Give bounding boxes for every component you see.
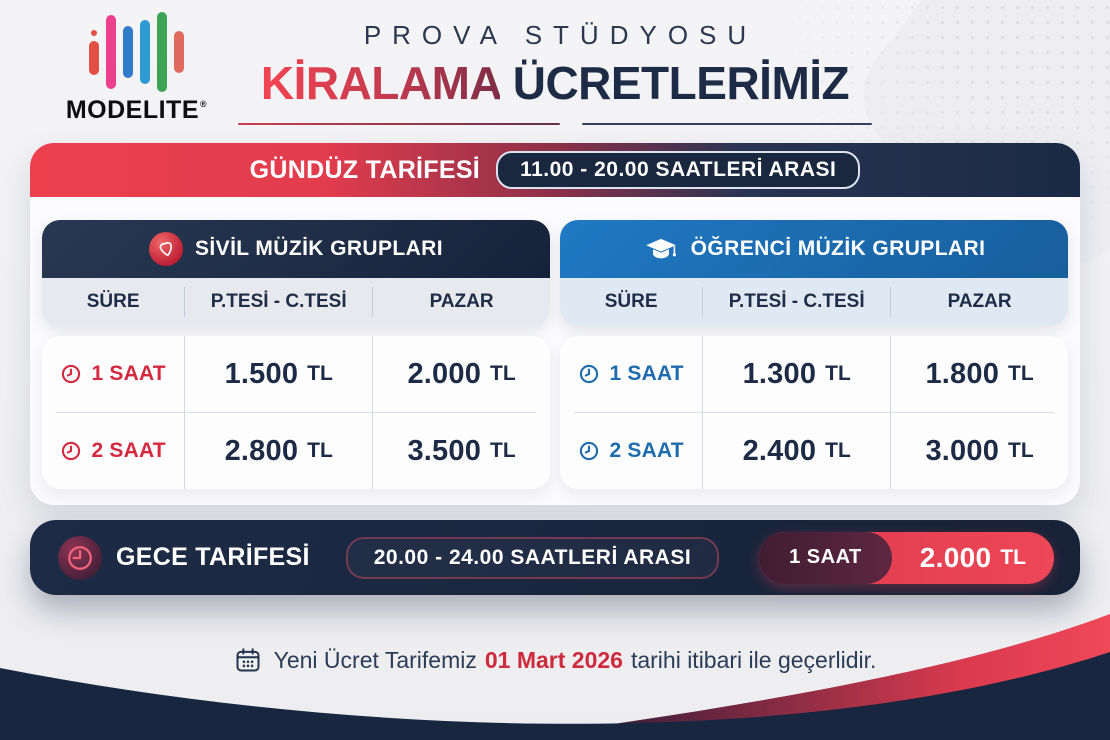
equalizer-bar <box>139 20 150 84</box>
weekday-price-cell: 2.400 TL <box>702 413 890 489</box>
civil-table-title: SİVİL MÜZİK GRUPLARI <box>195 237 443 260</box>
poster-title-block: PROVA STÜDYOSU KİRALAMA ÜCRETLERİMİZ <box>0 20 1110 125</box>
night-tariff-hours-badge: 20.00 - 24.00 SAATLERİ ARASI <box>345 536 720 579</box>
equalizer-bar <box>105 15 116 89</box>
price-value: 2.000 <box>919 541 992 573</box>
note-prefix: Yeni Ücret Tarifemiz <box>273 646 477 673</box>
underline-dark <box>582 123 872 125</box>
poster-subtitle: PROVA STÜDYOSU <box>363 20 758 50</box>
night-price-pill: 1 SAAT 2.000 TL <box>759 531 1054 584</box>
column-header-weekdays: P.TESİ - C.TESİ <box>184 287 372 317</box>
civil-column-headers: SÜRE P.TESİ - C.TESİ PAZAR <box>42 278 550 326</box>
title-word-red: KİRALAMA <box>260 57 501 109</box>
column-header-sunday: PAZAR <box>372 287 550 317</box>
price-tables: SİVİL MÜZİK GRUPLARI SÜRE P.TESİ - C.TES… <box>42 220 1068 489</box>
table-row: 1 SAAT 1.500 TL 2.000 TL <box>42 336 550 412</box>
currency-label: TL <box>825 362 851 385</box>
title-word-dark: ÜCRETLERİMİZ <box>512 57 850 109</box>
duration-cell: 2 SAAT <box>42 413 184 489</box>
duration-label: 2 SAAT <box>91 439 166 462</box>
weekday-price-cell: 2.800 TL <box>184 413 372 489</box>
night-tariff-title: GECE TARİFESİ <box>116 543 310 571</box>
night-tariff-bar: GECE TARİFESİ 20.00 - 24.00 SAATLERİ ARA… <box>30 520 1080 595</box>
night-clock-icon <box>58 535 102 580</box>
night-duration-label: 1 SAAT <box>759 531 892 584</box>
student-groups-table: ÖĞRENCİ MÜZİK GRUPLARI SÜRE P.TESİ - C.T… <box>560 220 1068 489</box>
poster-title: KİRALAMA ÜCRETLERİMİZ <box>0 56 1110 110</box>
column-header-weekdays: P.TESİ - C.TESİ <box>702 287 890 317</box>
title-underlines <box>0 123 1110 125</box>
student-column-headers: SÜRE P.TESİ - C.TESİ PAZAR <box>560 278 1068 326</box>
currency-label: TL <box>1000 545 1026 569</box>
sunday-price-cell: 3.000 TL <box>890 413 1068 489</box>
sunday-price-cell: 3.500 TL <box>372 413 550 489</box>
equalizer-bar <box>88 29 99 75</box>
student-table-title: ÖĞRENCİ MÜZİK GRUPLARI <box>690 237 986 260</box>
currency-label: TL <box>490 362 516 385</box>
underline-red <box>238 123 560 125</box>
student-table-header: ÖĞRENCİ MÜZİK GRUPLARI <box>560 220 1068 278</box>
sunday-price-cell: 1.800 TL <box>890 336 1068 412</box>
currency-label: TL <box>307 439 333 462</box>
equalizer-bar <box>173 31 184 73</box>
duration-cell: 1 SAAT <box>42 336 184 412</box>
equalizer-bar <box>122 26 133 78</box>
civil-table-header: SİVİL MÜZİK GRUPLARI <box>42 220 550 278</box>
day-tariff-title: GÜNDÜZ TARİFESİ <box>249 155 481 184</box>
currency-label: TL <box>490 439 516 462</box>
column-header-sunday: PAZAR <box>890 287 1068 317</box>
calendar-icon <box>236 648 260 672</box>
duration-cell: 1 SAAT <box>560 336 702 412</box>
weekday-price-cell: 1.300 TL <box>702 336 890 412</box>
day-tariff-banner: GÜNDÜZ TARİFESİ 11.00 - 20.00 SAATLERİ A… <box>30 143 1080 197</box>
row-divider <box>574 412 1054 413</box>
currency-label: TL <box>1008 362 1034 385</box>
currency-label: TL <box>307 362 333 385</box>
price-value: 1.300 <box>742 357 817 390</box>
civil-groups-table: SİVİL MÜZİK GRUPLARI SÜRE P.TESİ - C.TES… <box>42 220 550 489</box>
brand-wordmark: MODELITE® <box>65 96 208 124</box>
validity-note: Yeni Ücret Tarifemiz 01 Mart 2026 tarihi… <box>0 646 1110 674</box>
night-price: 2.000 TL <box>892 532 1054 584</box>
currency-label: TL <box>1008 439 1034 462</box>
column-header-sure: SÜRE <box>604 291 658 312</box>
price-value: 2.400 <box>742 434 817 467</box>
weekday-price-cell: 1.500 TL <box>184 336 372 412</box>
duration-cell: 2 SAAT <box>560 413 702 489</box>
price-value: 1.500 <box>224 357 299 390</box>
price-value: 2.000 <box>407 357 482 390</box>
duration-label: 1 SAAT <box>609 362 684 385</box>
civil-table-rows: 1 SAAT 1.500 TL 2.000 TL 2 SAAT 2.800 TL 3.… <box>42 336 550 489</box>
equalizer-bars-icon <box>88 12 184 92</box>
student-table-rows: 1 SAAT 1.300 TL 1.800 TL 2 SAAT 2.400 TL 3.… <box>560 336 1068 489</box>
price-value: 1.800 <box>925 357 1000 390</box>
price-value: 2.800 <box>224 434 299 467</box>
brand-logo: MODELITE® <box>52 12 220 125</box>
sunday-price-cell: 2.000 TL <box>372 336 550 412</box>
column-header-sure: SÜRE <box>86 291 140 312</box>
table-row: 2 SAAT 2.400 TL 3.000 TL <box>560 413 1068 489</box>
graduation-cap-icon <box>643 235 679 263</box>
clock-icon <box>62 441 81 461</box>
row-divider <box>56 412 536 413</box>
clock-icon <box>580 441 599 461</box>
registered-mark: ® <box>200 99 208 109</box>
duration-label: 1 SAAT <box>91 362 166 385</box>
price-value: 3.500 <box>407 434 482 467</box>
clock-icon <box>580 364 599 384</box>
currency-label: TL <box>825 439 851 462</box>
day-tariff-card: GÜNDÜZ TARİFESİ 11.00 - 20.00 SAATLERİ A… <box>30 143 1080 505</box>
table-row: 1 SAAT 1.300 TL 1.800 TL <box>560 336 1068 412</box>
note-date: 01 Mart 2026 <box>484 646 623 673</box>
price-value: 3.000 <box>925 434 1000 467</box>
clock-icon <box>62 364 81 384</box>
table-row: 2 SAAT 2.800 TL 3.500 TL <box>42 413 550 489</box>
day-tariff-hours-badge: 11.00 - 20.00 SAATLERİ ARASI <box>496 151 861 189</box>
note-suffix: tarihi itibari ile geçerlidir. <box>630 646 877 673</box>
duration-label: 2 SAAT <box>609 439 684 462</box>
equalizer-bar <box>156 12 167 92</box>
guitar-pick-icon <box>149 232 184 266</box>
